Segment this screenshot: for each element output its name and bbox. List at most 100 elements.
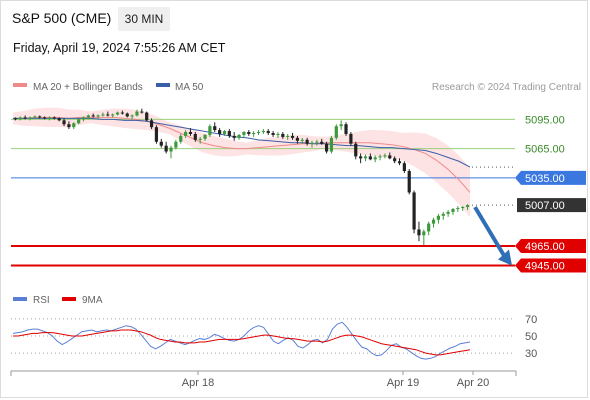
candle (349, 132, 353, 146)
candle (18, 116, 22, 121)
candle (383, 153, 387, 159)
candle-body (198, 138, 202, 140)
candle-body (456, 208, 460, 210)
candle-body (271, 133, 275, 135)
candle-body (237, 134, 241, 138)
rsi-tick-label: 50 (525, 331, 537, 343)
legend-label-9ma: 9MA (82, 295, 103, 306)
candle-body (349, 133, 353, 144)
candle-body (106, 114, 110, 116)
x-axis-tick-label: Apr 20 (457, 377, 489, 389)
candle (354, 141, 358, 160)
legend-label-rsi: RSI (33, 295, 50, 306)
candle-body (461, 207, 465, 209)
candle (130, 114, 134, 120)
candle (242, 131, 246, 138)
candle-body (402, 163, 406, 171)
rsi-line (12, 321, 471, 360)
candle (33, 115, 37, 119)
last-price-tag (517, 198, 586, 213)
candle-body (324, 143, 329, 152)
legend-label-ma50: MA 50 (175, 82, 204, 93)
candle (154, 125, 159, 144)
candle (461, 206, 465, 211)
candle (208, 124, 212, 137)
candle-body (174, 141, 178, 148)
candle (213, 122, 217, 133)
candle (28, 116, 32, 121)
candle-body (465, 205, 470, 208)
candle (188, 128, 193, 136)
candle (52, 116, 56, 120)
candle (256, 130, 261, 135)
candle-body (38, 116, 42, 118)
candle-body (427, 223, 431, 232)
rsi-tick-label: 30 (525, 348, 537, 360)
candle-body (179, 135, 183, 142)
candle-body (208, 126, 212, 135)
candle (378, 154, 382, 161)
price-legend: MA 20 + Bollinger Bands MA 50 Research ©… (13, 82, 581, 93)
research-credit: Research © 2024 Trading Central (432, 82, 581, 93)
candle (373, 155, 377, 163)
candle (72, 122, 76, 130)
forecast-arrow-head (498, 249, 512, 266)
candle (368, 153, 372, 161)
rsi-panel: 70 50 30 (11, 314, 537, 360)
candle (174, 139, 178, 150)
candle-body (436, 215, 440, 220)
candle (456, 206, 460, 212)
candle (81, 116, 86, 122)
candle-body (383, 155, 387, 157)
rsi-tick-label: 70 (525, 314, 537, 326)
candle (135, 109, 139, 117)
candle (227, 129, 231, 138)
candle-body (310, 142, 314, 144)
candle-body (329, 137, 334, 152)
candle-body (52, 117, 56, 119)
candle-body (149, 120, 154, 128)
pivot-label: 5035.00 (525, 173, 565, 185)
candle (149, 118, 154, 130)
candle (67, 121, 71, 130)
candle-body (242, 132, 246, 135)
candle-body (125, 113, 129, 117)
candle (422, 229, 426, 246)
candle (237, 133, 241, 140)
candle (62, 118, 66, 127)
key-levels (11, 118, 515, 267)
candle (359, 153, 363, 164)
candle-body (368, 156, 372, 160)
candle-body (290, 135, 295, 138)
candle (101, 112, 105, 117)
resistance-label: 5095.00 (525, 114, 565, 126)
candle (193, 132, 197, 142)
candle-body (339, 124, 343, 127)
candle-body (77, 119, 81, 124)
support-tag (515, 239, 586, 254)
candle-body (18, 117, 22, 120)
candle-body (407, 171, 411, 193)
candle-body (417, 229, 421, 236)
candle (47, 116, 52, 121)
candle (436, 213, 440, 224)
candle-body (188, 132, 193, 134)
candle-body (354, 143, 358, 157)
candle (77, 118, 81, 125)
candle-body (67, 124, 71, 128)
candle (271, 131, 275, 137)
candle (290, 133, 295, 140)
candle-body (164, 145, 168, 152)
level-tags: 5095.00 5065.00 5035.00 5007.00 4965.00 4945.… (515, 114, 586, 273)
candle-body (300, 139, 304, 141)
candle (169, 145, 173, 159)
candle-body (57, 118, 61, 121)
candle (397, 158, 402, 166)
candle-body (266, 131, 270, 133)
candle-body (451, 209, 455, 212)
timeframe-button[interactable]: 30 MIN (118, 7, 170, 31)
candle (276, 132, 280, 138)
candle-body (315, 141, 319, 143)
